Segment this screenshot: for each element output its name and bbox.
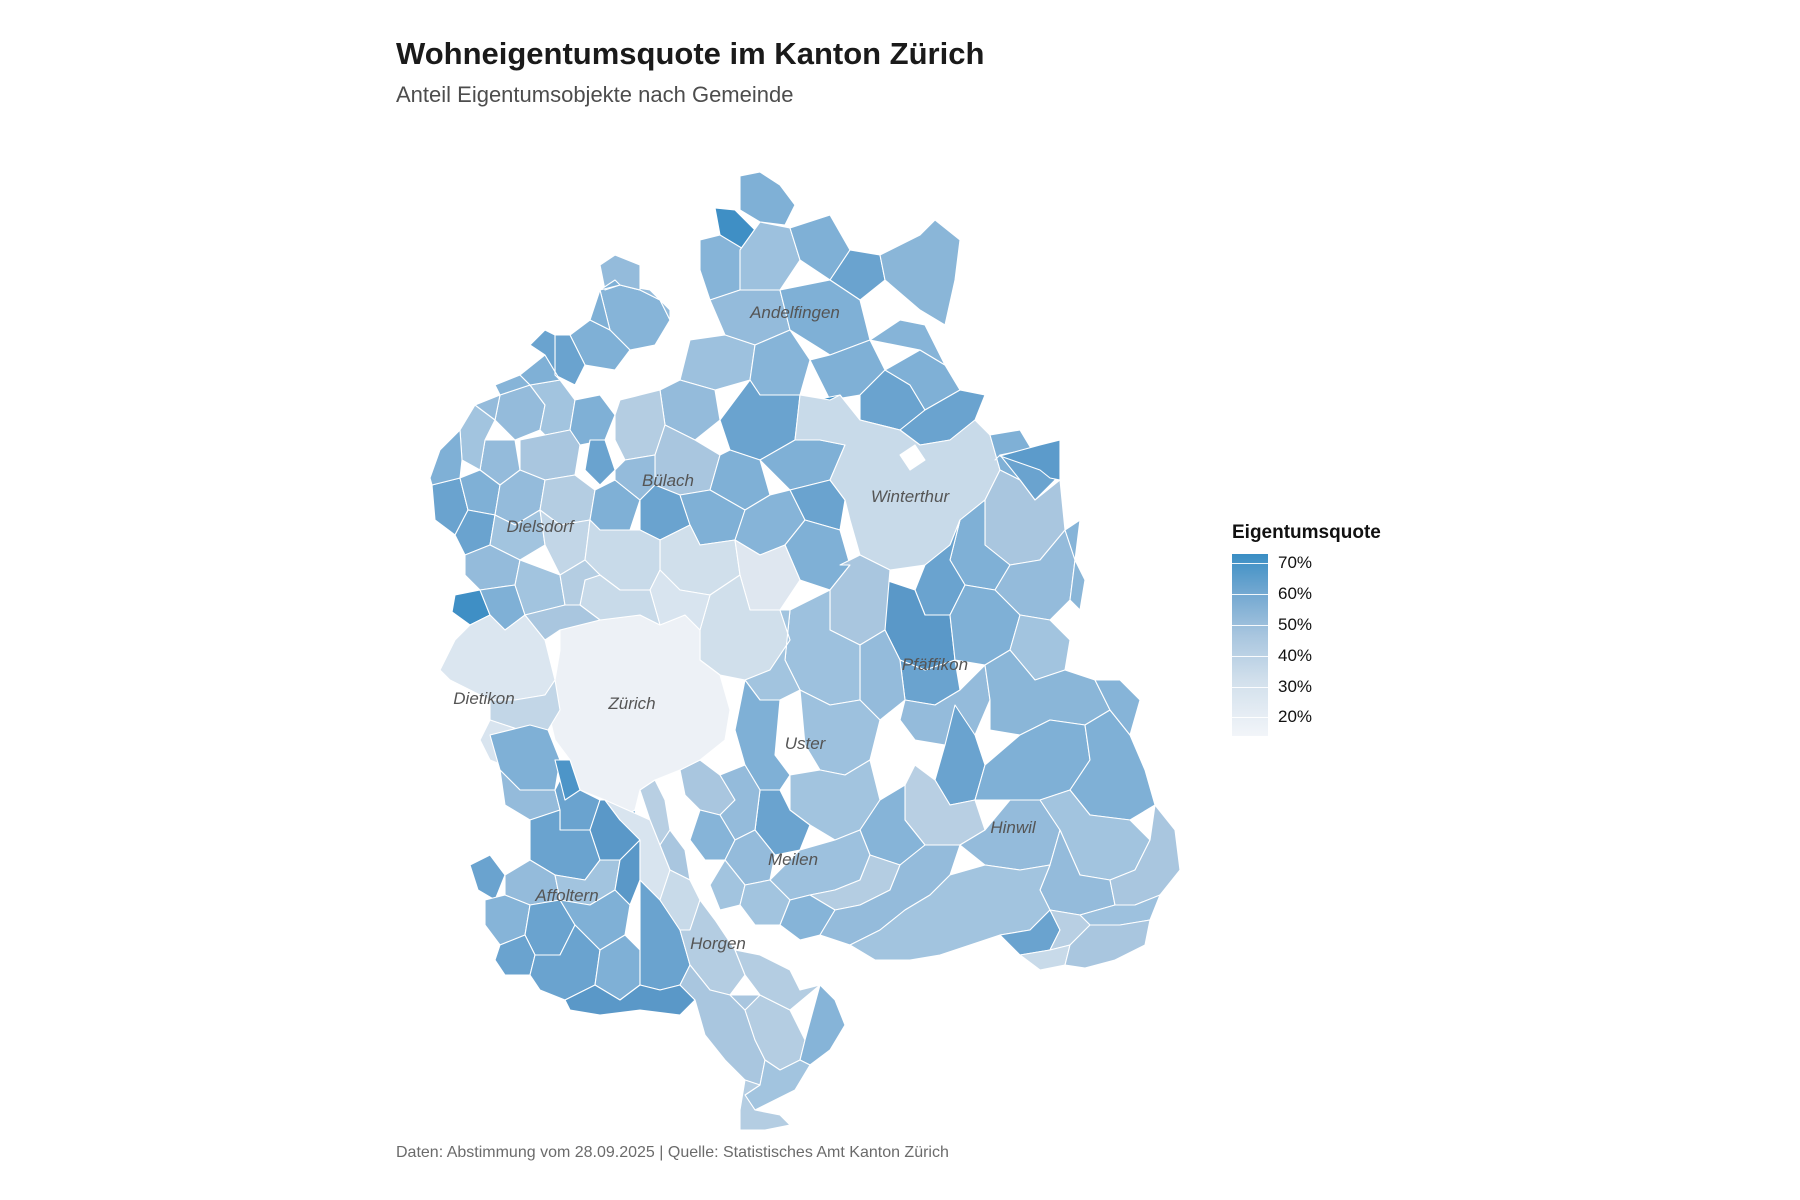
municipality[interactable]	[429, 429, 463, 486]
district-label: Affoltern	[534, 886, 598, 905]
map-caption: Daten: Abstimmung vom 28.09.2025 | Quell…	[396, 1144, 949, 1161]
municipality[interactable]	[709, 859, 746, 911]
color-legend: Eigentumsquote 70% 60% 50% 40% 30% 20%	[1232, 522, 1432, 742]
district-label: Hinwil	[990, 818, 1037, 837]
municipality[interactable]	[869, 319, 946, 366]
municipality[interactable]	[739, 171, 796, 226]
district-label: Horgen	[690, 934, 746, 953]
district-label: Winterthur	[871, 487, 951, 506]
muni[interactable]	[994, 454, 1001, 461]
municipality[interactable]	[829, 249, 886, 301]
municipality[interactable]	[679, 334, 756, 391]
legend-tick-label: 50%	[1278, 614, 1313, 634]
municipality[interactable]	[554, 759, 581, 801]
municipality[interactable]	[469, 854, 506, 901]
municipality[interactable]	[879, 219, 961, 326]
legend-tick-mark	[1232, 655, 1268, 657]
municipality[interactable]	[679, 899, 746, 996]
municipality[interactable]	[789, 479, 846, 531]
legend-tick-label: 70%	[1278, 553, 1313, 573]
district-label: Dielsdorf	[506, 517, 575, 536]
district-label: Meilen	[768, 850, 818, 869]
legend-colorbar	[1232, 554, 1268, 736]
legend-tick-mark	[1232, 594, 1268, 596]
legend-tick-label: 40%	[1278, 645, 1313, 665]
map-title: Wohneigentumsquote im Kanton Zürich	[396, 36, 985, 71]
legend-tick-label: 20%	[1278, 707, 1313, 727]
municipality[interactable]	[474, 394, 501, 421]
district-label: Bülach	[642, 471, 694, 490]
district-label: Uster	[785, 734, 827, 753]
municipality[interactable]	[569, 394, 616, 446]
district-labels: Andelfingen Bülach Dielsdorf Winterthur Pfäf…	[453, 303, 1037, 953]
district-label: Dietikon	[453, 689, 514, 708]
legend-tick-mark	[1232, 717, 1268, 719]
municipality-layer	[429, 171, 1181, 1131]
legend-title: Eigentumsquote	[1232, 522, 1381, 543]
district-label: Zürich	[607, 694, 655, 713]
municipality[interactable]	[849, 864, 1051, 961]
municipality[interactable]	[734, 679, 791, 791]
municipality[interactable]	[489, 724, 561, 791]
legend-tick-mark	[1232, 624, 1268, 626]
municipality[interactable]	[1094, 679, 1141, 736]
legend-tick-mark	[1232, 563, 1268, 565]
municipality[interactable]	[799, 984, 846, 1066]
municipality[interactable]	[524, 604, 601, 641]
legend-tick-mark	[1232, 686, 1268, 688]
municipality[interactable]	[739, 1079, 791, 1131]
district-label: Pfäffikon	[902, 655, 968, 674]
municipality[interactable]	[1069, 559, 1086, 611]
municipality[interactable]	[899, 444, 926, 471]
municipality[interactable]	[529, 329, 561, 381]
municipality[interactable]	[584, 439, 616, 486]
municipality[interactable]	[734, 949, 821, 1011]
municipality[interactable]	[519, 429, 581, 481]
municipality[interactable]	[589, 279, 621, 331]
legend-tick-label: 60%	[1278, 584, 1313, 604]
district-label: Andelfingen	[749, 303, 840, 322]
municipality[interactable]	[659, 829, 691, 881]
municipality[interactable]	[679, 759, 736, 816]
map-subtitle: Anteil Eigentumsobjekte nach Gemeinde	[396, 82, 794, 107]
municipality[interactable]	[729, 994, 761, 1011]
municipality[interactable]	[1064, 919, 1151, 969]
legend-tick-label: 30%	[1278, 676, 1313, 696]
municipality[interactable]	[1064, 519, 1081, 561]
